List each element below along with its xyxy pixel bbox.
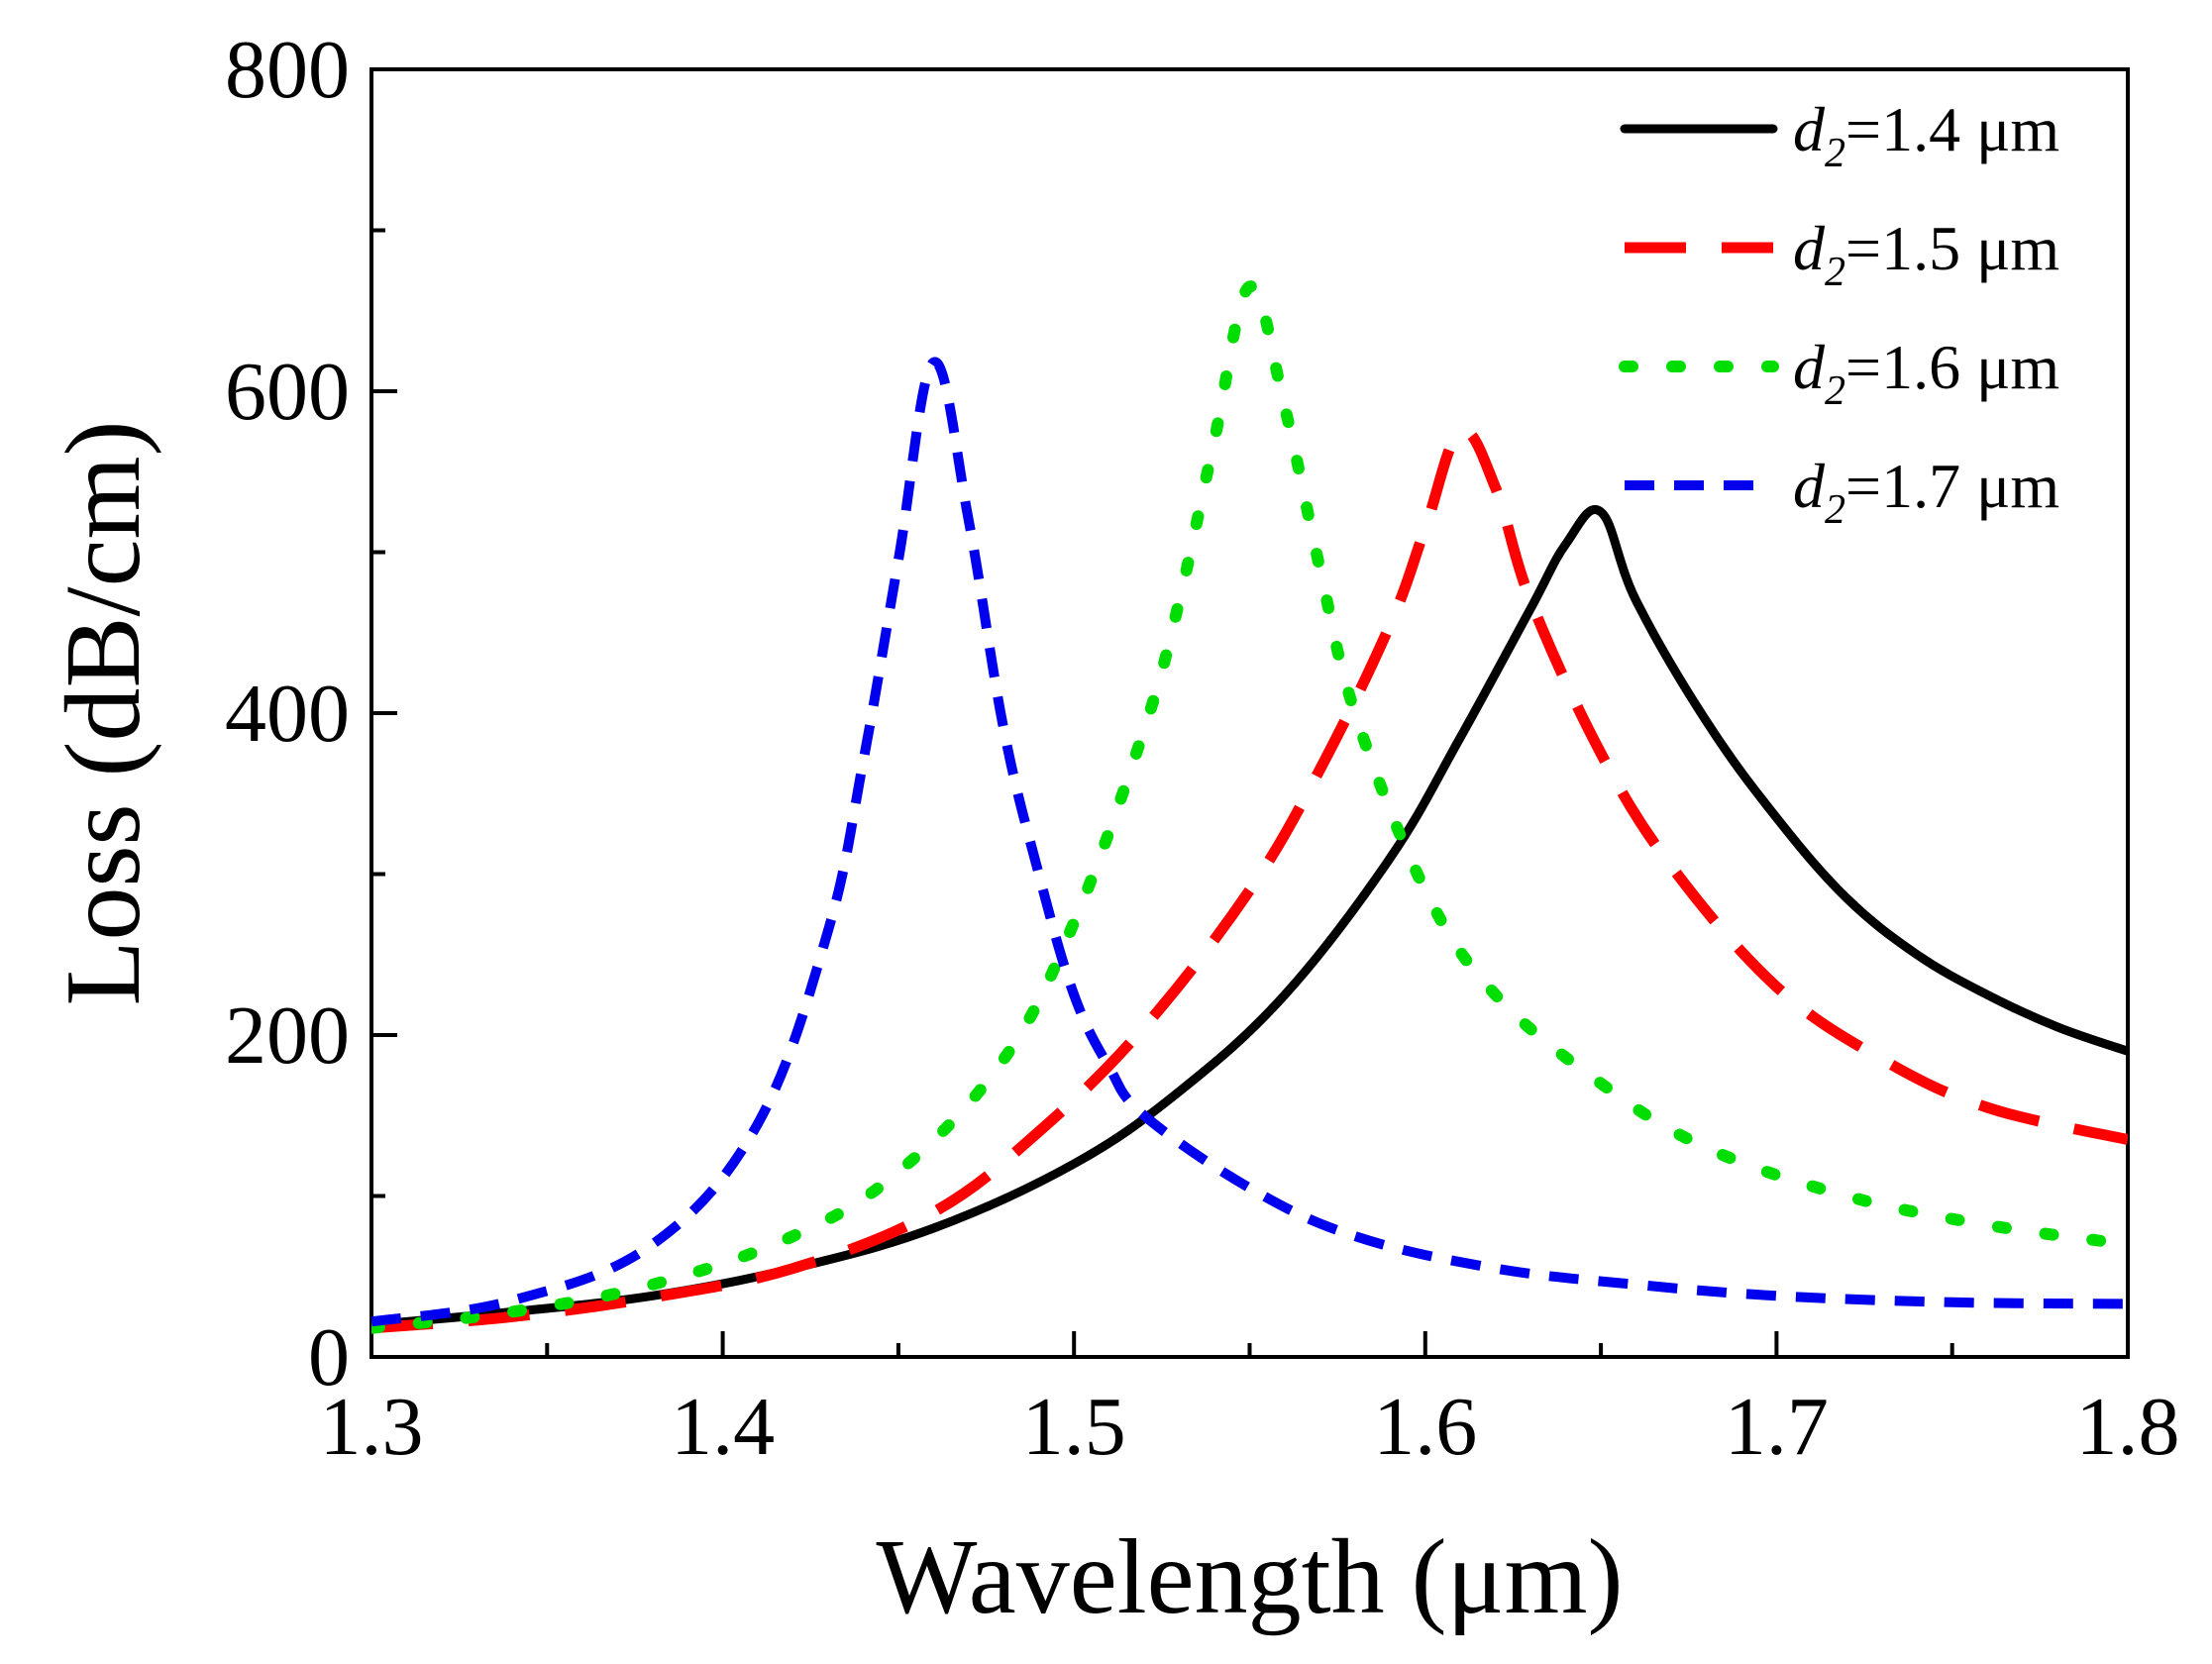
x-tick-label: 1.6 [1373, 1381, 1477, 1473]
legend-subscript: 2 [1825, 487, 1845, 533]
legend-value: =1.6 μm [1845, 332, 2059, 402]
axes: 1.3 1.4 1.5 1.6 1.7 1.8 0 200 400 600 800 [225, 24, 2180, 1473]
x-tick-label: 1.5 [1022, 1381, 1126, 1473]
x-tick-label: 1.8 [2076, 1381, 2180, 1473]
x-axis-title: Wavelength (μm) [877, 1518, 1624, 1636]
legend-subscript: 2 [1825, 250, 1845, 295]
legend-label-1: d2=1.4 μm [1793, 94, 2059, 176]
y-tick-label: 800 [225, 24, 350, 116]
legend-label-3: d2=1.6 μm [1793, 332, 2059, 414]
series-line-4 [371, 357, 2128, 1327]
x-tick-label: 1.3 [320, 1381, 424, 1473]
legend-label-2: d2=1.5 μm [1793, 213, 2059, 295]
legend-value: =1.5 μm [1845, 213, 2059, 283]
legend-var: d [1793, 213, 1826, 283]
legend-var: d [1793, 94, 1826, 164]
y-tick-label: 200 [225, 989, 350, 1082]
y-tick-label: 400 [225, 668, 350, 760]
x-tick-label: 1.4 [671, 1381, 775, 1473]
legend-label-4: d2=1.7 μm [1793, 451, 2059, 533]
legend-value: =1.4 μm [1845, 94, 2059, 164]
y-tick-label: 600 [225, 346, 350, 438]
legend-var: d [1793, 332, 1826, 402]
series-line-3 [371, 280, 2128, 1334]
legend-subscript: 2 [1825, 368, 1845, 414]
legend-var: d [1793, 451, 1826, 521]
x-tick-label: 1.7 [1725, 1381, 1829, 1473]
y-axis-title: Loss (dB/cm) [45, 421, 162, 1006]
series-lines [371, 280, 2128, 1334]
y-tick-label: 0 [308, 1311, 350, 1404]
series-line-2 [371, 425, 2128, 1334]
legend-value: =1.7 μm [1845, 451, 2059, 521]
legend-subscript: 2 [1825, 131, 1845, 176]
